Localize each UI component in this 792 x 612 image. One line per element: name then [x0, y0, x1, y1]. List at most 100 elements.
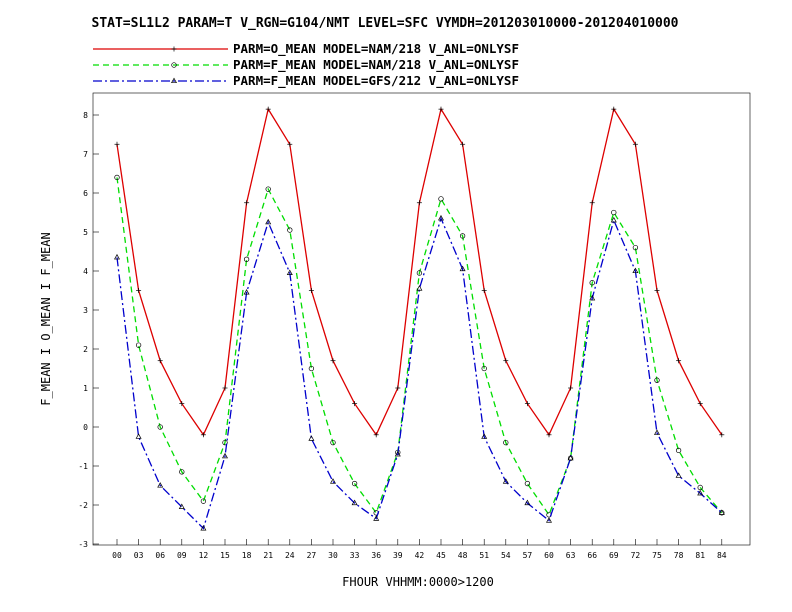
series-2-point	[632, 244, 639, 251]
series-3-point	[351, 499, 358, 506]
series-1-point	[114, 141, 120, 147]
legend-label: PARM=F_MEAN MODEL=NAM/218 V_ANL=ONLYSF	[233, 57, 519, 73]
series-3-point	[632, 267, 639, 274]
series-3-point	[697, 489, 704, 496]
series-1-point	[697, 401, 703, 407]
series-3-point	[222, 452, 228, 459]
legend-label: PARM=O_MEAN MODEL=NAM/218 V_ANL=ONLYSF	[233, 41, 519, 57]
y-tick-label: -3	[78, 540, 88, 549]
x-tick-label: 09	[177, 551, 187, 560]
series-1-point	[481, 288, 487, 293]
series-1-point	[460, 141, 466, 147]
series-1-point	[244, 200, 250, 206]
x-tick-label: 33	[350, 551, 360, 560]
series-1-point	[524, 401, 530, 407]
x-tick-label: 42	[415, 551, 425, 560]
series-3-point	[438, 214, 444, 221]
x-tick-label: 78	[674, 551, 684, 560]
series-2-point	[416, 270, 423, 276]
series-2-point	[351, 480, 358, 487]
series-3-point	[654, 429, 660, 435]
series-2-point	[222, 439, 228, 446]
series-1-point	[654, 288, 660, 293]
x-tick-label: 45	[436, 551, 446, 560]
legend-item-2: PARM=F_MEAN MODEL=NAM/218 V_ANL=ONLYSF	[93, 57, 519, 73]
series-2-point	[481, 365, 487, 372]
series-3-point	[265, 218, 272, 225]
series-1-point	[287, 141, 293, 147]
x-tick-label: 84	[717, 551, 727, 560]
y-axis: -3 -2 -1 0 1 2 3 4 5 6 7 8	[78, 111, 99, 549]
x-tick-label: 75	[652, 551, 662, 560]
x-tick-label: 24	[285, 551, 295, 560]
series-3-line	[116, 216, 723, 530]
series-1-point	[632, 141, 638, 147]
series-1-point	[200, 432, 206, 438]
series-2-point	[179, 469, 185, 475]
series-1-point	[503, 358, 509, 364]
x-tick-label: 48	[458, 551, 468, 560]
x-axis: 00 03 06 09 12 15 18 21 24 27 30 33 36 39 42 45 48 51 54 57…	[112, 539, 727, 560]
series-1-point	[157, 358, 163, 364]
x-tick-label: 51	[479, 551, 489, 560]
series-1-point	[222, 385, 228, 391]
series-1	[114, 106, 725, 438]
series-3-point	[502, 478, 509, 484]
series-3-point	[589, 294, 596, 301]
series-3-point	[114, 253, 120, 260]
series-3-point	[481, 433, 488, 439]
series-3-point	[610, 216, 617, 223]
x-tick-label: 30	[328, 551, 338, 560]
x-tick-label: 06	[155, 551, 165, 560]
legend-label: PARM=F_MEAN MODEL=GFS/212 V_ANL=ONLYSF	[233, 73, 519, 89]
x-tick-label: 63	[566, 551, 576, 560]
series-2-point	[287, 227, 293, 233]
legend-item-1: PARM=O_MEAN MODEL=NAM/218 V_ANL=ONLYSF	[93, 41, 519, 57]
series-3-point	[330, 478, 336, 484]
plot-area-frame	[92, 92, 751, 546]
series-2-point	[135, 342, 142, 348]
y-axis-label: F_MEAN I O_MEAN I F_MEAN	[39, 232, 53, 405]
series-3-point	[416, 285, 423, 291]
y-tick-label: 2	[83, 345, 88, 354]
series-2-point	[675, 447, 682, 454]
series-2-point	[265, 186, 271, 192]
series-2-point	[459, 233, 466, 239]
series-2-point	[308, 365, 315, 372]
x-tick-label: 27	[307, 551, 317, 560]
series-3-point	[178, 503, 185, 509]
series-2-point	[524, 480, 531, 487]
legend-item-3: PARM=F_MEAN MODEL=GFS/212 V_ANL=ONLYSF	[93, 73, 519, 89]
series-1-point	[265, 106, 271, 112]
series-1-point	[719, 432, 725, 438]
series-2-point	[697, 484, 703, 491]
series-3-point	[567, 454, 574, 461]
x-tick-label: 54	[501, 551, 511, 560]
x-tick-label: 66	[587, 551, 597, 560]
y-tick-label: 4	[83, 267, 88, 276]
series-1-point	[179, 401, 185, 407]
series-2	[114, 174, 725, 518]
series-3	[114, 214, 725, 531]
x-tick-label: 15	[220, 551, 230, 560]
x-tick-label: 81	[695, 551, 705, 560]
legend: PARM=O_MEAN MODEL=NAM/218 V_ANL=ONLYSFPA…	[93, 41, 519, 89]
y-tick-label: 0	[83, 423, 88, 432]
series-1-point	[589, 200, 595, 206]
x-tick-label: 18	[242, 551, 252, 560]
y-tick-label: 7	[83, 150, 88, 159]
series-2-point	[330, 439, 336, 446]
y-tick-label: 5	[83, 228, 88, 237]
y-tick-label: 1	[83, 384, 88, 393]
y-tick-label: 3	[83, 306, 88, 315]
chart-title: STAT=SL1L2 PARAM=T V_RGN=G104/NMT LEVEL=…	[92, 16, 679, 31]
x-axis-label: FHOUR VHHMM:0000>1200	[342, 575, 494, 589]
series-3-point	[243, 289, 250, 295]
y-tick-label: 6	[83, 189, 88, 198]
series-1-point	[395, 385, 401, 391]
series-3-point	[308, 435, 315, 441]
y-tick-label: -2	[78, 501, 88, 510]
series-2-point	[438, 196, 444, 202]
series-layer	[114, 106, 725, 531]
